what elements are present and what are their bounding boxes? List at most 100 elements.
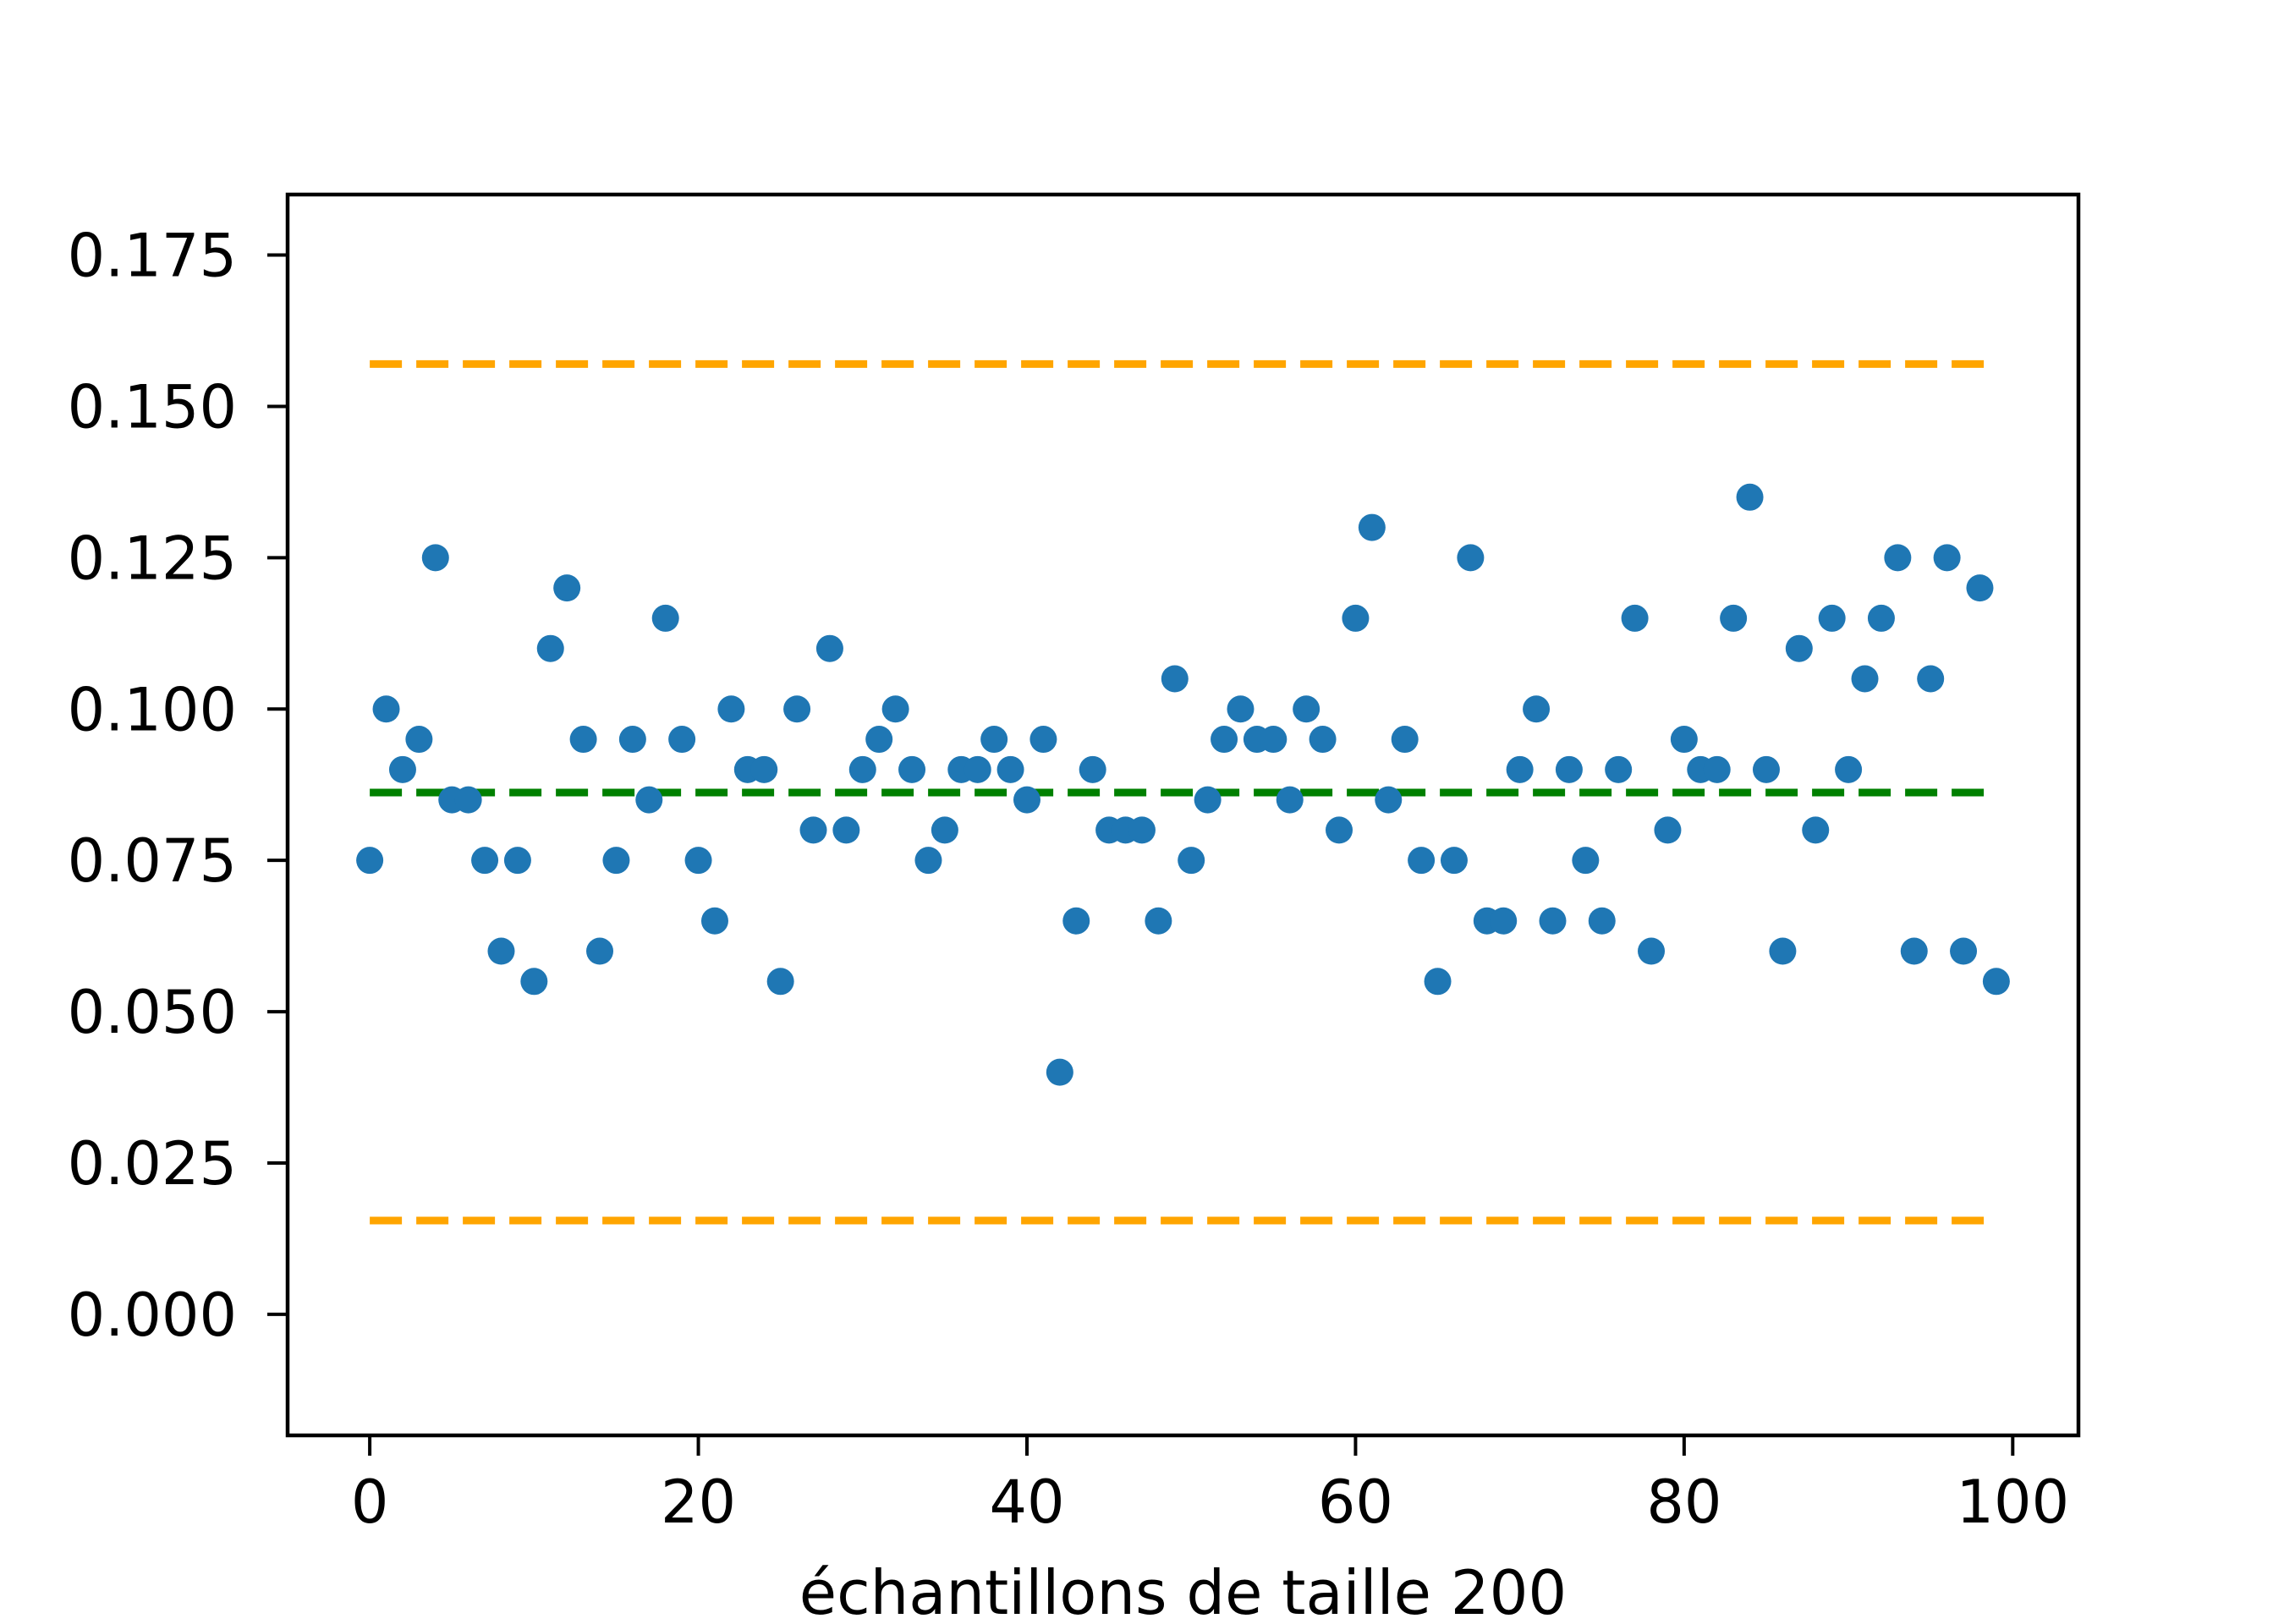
data-point <box>1326 816 1353 844</box>
data-point <box>1654 816 1682 844</box>
data-point <box>635 786 663 814</box>
data-point <box>405 726 433 754</box>
data-point <box>1358 513 1386 541</box>
data-point <box>1194 786 1222 814</box>
data-point <box>881 695 909 723</box>
y-tick-label: 0.100 <box>68 675 237 744</box>
data-point <box>471 847 499 875</box>
x-tick-label: 60 <box>1318 1468 1393 1537</box>
data-point <box>1966 574 1994 602</box>
data-point <box>1769 937 1797 965</box>
data-point <box>1128 816 1156 844</box>
x-tick-label: 0 <box>351 1468 389 1537</box>
data-point <box>454 786 482 814</box>
data-point <box>1917 665 1945 693</box>
data-point <box>1933 544 1961 572</box>
y-axis: 0.000 0.025 0.050 0.075 0.100 0.125 0.150 0.175 <box>68 222 288 1350</box>
data-point <box>356 847 384 875</box>
data-point <box>1752 755 1780 783</box>
data-point <box>1851 665 1879 693</box>
x-tick-label: 20 <box>661 1468 736 1537</box>
data-point <box>602 847 630 875</box>
data-point <box>1408 847 1436 875</box>
x-axis-label: échantillons de taille 200 <box>799 1557 1567 1624</box>
data-point <box>1867 604 1895 632</box>
data-point <box>717 695 745 723</box>
data-point <box>586 937 614 965</box>
data-point <box>865 726 893 754</box>
data-point <box>651 604 679 632</box>
data-point <box>1145 907 1172 935</box>
data-point <box>1523 695 1551 723</box>
data-point <box>1260 726 1287 754</box>
data-point <box>980 726 1008 754</box>
data-point <box>1802 816 1830 844</box>
plot-frame <box>285 192 2081 1438</box>
data-point <box>964 755 991 783</box>
data-point <box>832 816 860 844</box>
x-tick-label: 100 <box>1957 1468 2070 1537</box>
data-point <box>1375 786 1403 814</box>
data-point <box>536 634 564 662</box>
data-point <box>520 968 548 996</box>
x-axis: 0 20 40 60 80 100 <box>351 1435 2069 1537</box>
y-tick-label: 0.000 <box>68 1281 237 1350</box>
data-point <box>1029 726 1057 754</box>
data-point <box>1211 726 1238 754</box>
data-point <box>1555 755 1583 783</box>
data-point <box>1490 907 1518 935</box>
y-tick-label: 0.125 <box>68 524 237 593</box>
data-point <box>1982 968 2010 996</box>
data-point <box>503 847 531 875</box>
data-point <box>848 755 876 783</box>
y-tick-label: 0.050 <box>68 978 237 1047</box>
data-point <box>1457 544 1485 572</box>
data-point <box>487 937 515 965</box>
data-point <box>898 755 926 783</box>
data-point <box>388 755 416 783</box>
data-points <box>356 483 2010 1086</box>
data-point <box>1342 604 1370 632</box>
y-tick-label: 0.025 <box>68 1129 237 1199</box>
data-point <box>766 968 794 996</box>
data-point <box>783 695 811 723</box>
data-point <box>372 695 400 723</box>
data-point <box>569 726 597 754</box>
data-point <box>1539 907 1567 935</box>
data-point <box>1178 847 1205 875</box>
data-point <box>1013 786 1040 814</box>
data-point <box>1391 726 1419 754</box>
data-point <box>997 755 1024 783</box>
data-point <box>1720 604 1748 632</box>
data-point <box>1621 604 1649 632</box>
data-point <box>1884 544 1912 572</box>
data-point <box>1293 695 1320 723</box>
data-point <box>1161 665 1189 693</box>
x-tick-label: 40 <box>989 1468 1064 1537</box>
data-point <box>1046 1058 1073 1086</box>
data-point <box>1062 907 1090 935</box>
data-point <box>668 726 696 754</box>
x-tick-label: 80 <box>1646 1468 1721 1537</box>
data-point <box>1818 604 1846 632</box>
data-point <box>1835 755 1863 783</box>
data-point <box>1605 755 1633 783</box>
data-point <box>700 907 728 935</box>
data-point <box>1900 937 1928 965</box>
data-point <box>684 847 712 875</box>
data-point <box>750 755 778 783</box>
y-tick-label: 0.075 <box>68 826 237 896</box>
data-point <box>1785 634 1813 662</box>
data-point <box>799 816 827 844</box>
data-point <box>421 544 449 572</box>
data-point <box>553 574 581 602</box>
data-point <box>1424 968 1452 996</box>
data-point <box>1703 755 1731 783</box>
data-point <box>1588 907 1616 935</box>
data-point <box>1638 937 1666 965</box>
data-point <box>618 726 646 754</box>
data-point <box>1227 695 1255 723</box>
y-tick-label: 0.150 <box>68 372 237 442</box>
data-point <box>1079 755 1106 783</box>
